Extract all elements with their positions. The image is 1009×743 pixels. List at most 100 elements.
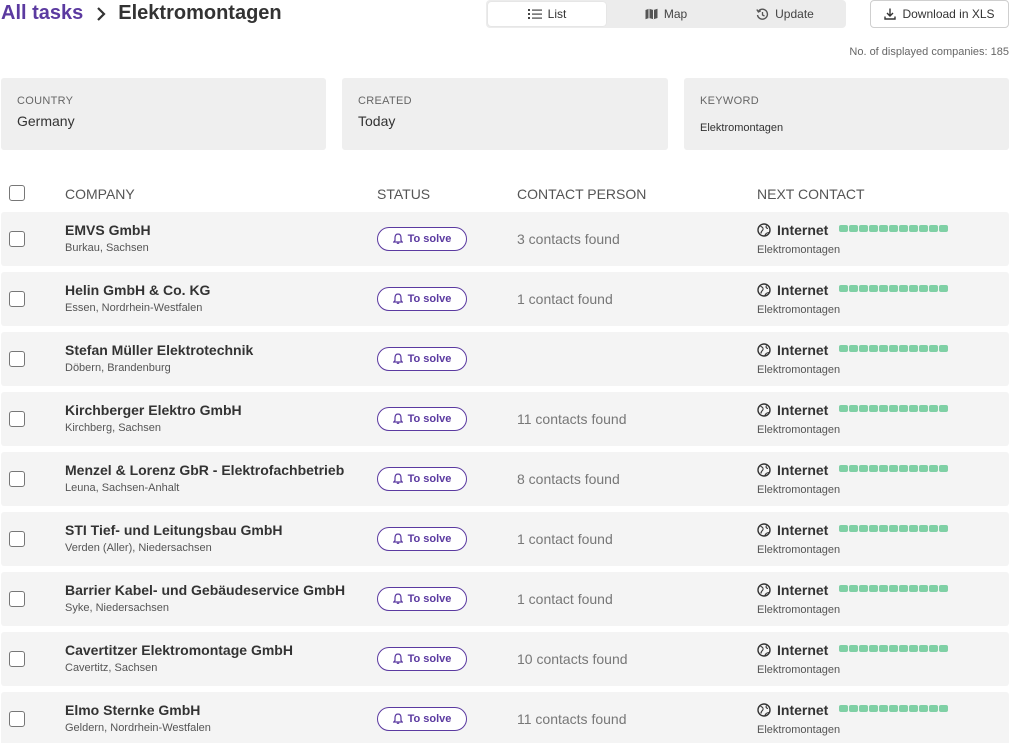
company-name[interactable]: Stefan Müller Elektrotechnik [65,342,254,358]
map-view-button[interactable]: Map [606,2,726,26]
progress-segment [889,285,898,292]
bell-icon [392,713,408,725]
progress-segment [889,705,898,712]
country-filter[interactable]: COUNTRY Germany [1,78,326,150]
bell-icon [392,353,408,365]
progress-segment [919,645,928,652]
globe-icon [757,523,771,542]
select-all-checkbox[interactable] [9,185,25,201]
header-status[interactable]: STATUS [377,186,431,202]
progress-segment [929,285,938,292]
row-checkbox[interactable] [9,591,25,607]
table-row[interactable]: Cavertitzer Elektromontage GmbH Cavertit… [1,632,1009,686]
header-contact-person[interactable]: CONTACT PERSON [517,186,647,202]
contact-progress-bar [839,705,948,712]
next-contact-keyword: Elektromontagen [757,664,841,676]
contact-progress-bar [839,405,948,412]
status-badge[interactable]: To solve [377,647,467,671]
progress-segment [869,645,878,652]
progress-segment [849,645,858,652]
status-badge[interactable]: To solve [377,407,467,431]
company-location: Syke, Niedersachsen [65,602,169,614]
header-next-contact[interactable]: NEXT CONTACT [757,186,865,202]
bell-icon [392,533,408,545]
status-badge[interactable]: To solve [377,527,467,551]
company-name[interactable]: Helin GmbH & Co. KG [65,282,211,298]
next-contact-channel: Internet [777,522,829,538]
progress-segment [879,525,888,532]
progress-segment [929,405,938,412]
company-name[interactable]: Menzel & Lorenz GbR - Elektrofachbetrieb [65,462,345,478]
progress-segment [859,645,868,652]
next-contact-channel: Internet [777,402,829,418]
row-checkbox[interactable] [9,411,25,427]
created-filter-label: CREATED [358,95,412,107]
status-badge[interactable]: To solve [377,227,467,251]
status-badge[interactable]: To solve [377,287,467,311]
contact-person-summary[interactable]: 10 contacts found [517,651,628,667]
company-name[interactable]: STI Tief- und Leitungsbau GmbH [65,522,283,538]
contact-person-summary[interactable]: 8 contacts found [517,471,620,487]
bell-icon [392,593,408,605]
row-checkbox[interactable] [9,351,25,367]
table-row[interactable]: Barrier Kabel- und Gebäudeservice GmbH S… [1,572,1009,626]
contact-person-summary[interactable]: 1 contact found [517,591,613,607]
progress-segment [869,585,878,592]
contact-person-summary[interactable]: 3 contacts found [517,231,620,247]
view-toggle: List Map Update [486,0,846,28]
progress-segment [859,525,868,532]
row-checkbox[interactable] [9,471,25,487]
progress-segment [899,405,908,412]
contact-person-summary[interactable]: 1 contact found [517,531,613,547]
row-checkbox[interactable] [9,651,25,667]
progress-segment [889,345,898,352]
keyword-filter[interactable]: KEYWORD Elektromontagen [684,78,1009,150]
progress-segment [889,465,898,472]
table-row[interactable]: Stefan Müller Elektrotechnik Döbern, Bra… [1,332,1009,386]
row-checkbox[interactable] [9,531,25,547]
created-filter[interactable]: CREATED Today [342,78,668,150]
status-badge[interactable]: To solve [377,707,467,731]
progress-segment [889,645,898,652]
status-badge[interactable]: To solve [377,467,467,491]
row-checkbox[interactable] [9,231,25,247]
next-contact-channel: Internet [777,642,829,658]
breadcrumb-all-tasks-link[interactable]: All tasks [1,2,84,24]
next-contact-channel: Internet [777,582,829,598]
contact-progress-bar [839,525,948,532]
status-badge[interactable]: To solve [377,587,467,611]
table-row[interactable]: STI Tief- und Leitungsbau GmbH Verden (A… [1,512,1009,566]
table-row[interactable]: Elmo Sternke GmbH Geldern, Nordrhein-Wes… [1,692,1009,743]
update-view-button[interactable]: Update [726,2,844,26]
progress-segment [839,345,848,352]
progress-segment [939,585,948,592]
progress-segment [849,705,858,712]
table-row[interactable]: Kirchberger Elektro GmbH Kirchberg, Sach… [1,392,1009,446]
progress-segment [899,345,908,352]
table-row[interactable]: Menzel & Lorenz GbR - Elektrofachbetrieb… [1,452,1009,506]
company-name[interactable]: Cavertitzer Elektromontage GmbH [65,642,293,658]
contact-person-summary[interactable]: 11 contacts found [517,411,627,427]
progress-segment [839,405,848,412]
progress-segment [859,465,868,472]
contact-person-summary[interactable]: 1 contact found [517,291,613,307]
status-badge[interactable]: To solve [377,347,467,371]
table-row[interactable]: Helin GmbH & Co. KG Essen, Nordrhein-Wes… [1,272,1009,326]
keyword-filter-value: Elektromontagen [700,122,784,134]
download-xls-button[interactable]: Download in XLS [870,0,1009,28]
top-bar: All tasks Elektromontagen List Map Updat… [0,0,1009,30]
contact-person-summary[interactable]: 11 contacts found [517,711,627,727]
company-name[interactable]: Barrier Kabel- und Gebäudeservice GmbH [65,582,346,598]
table-row[interactable]: EMVS GmbH Burkau, Sachsen To solve 3 con… [1,212,1009,266]
row-checkbox[interactable] [9,291,25,307]
progress-segment [849,345,858,352]
header-company[interactable]: COMPANY [65,186,135,202]
list-view-button[interactable]: List [488,2,606,26]
company-name[interactable]: Elmo Sternke GmbH [65,702,201,718]
next-contact-keyword: Elektromontagen [757,484,841,496]
company-name[interactable]: Kirchberger Elektro GmbH [65,402,242,418]
company-name[interactable]: EMVS GmbH [65,222,151,238]
next-contact-keyword: Elektromontagen [757,244,841,256]
progress-segment [939,645,948,652]
row-checkbox[interactable] [9,711,25,727]
